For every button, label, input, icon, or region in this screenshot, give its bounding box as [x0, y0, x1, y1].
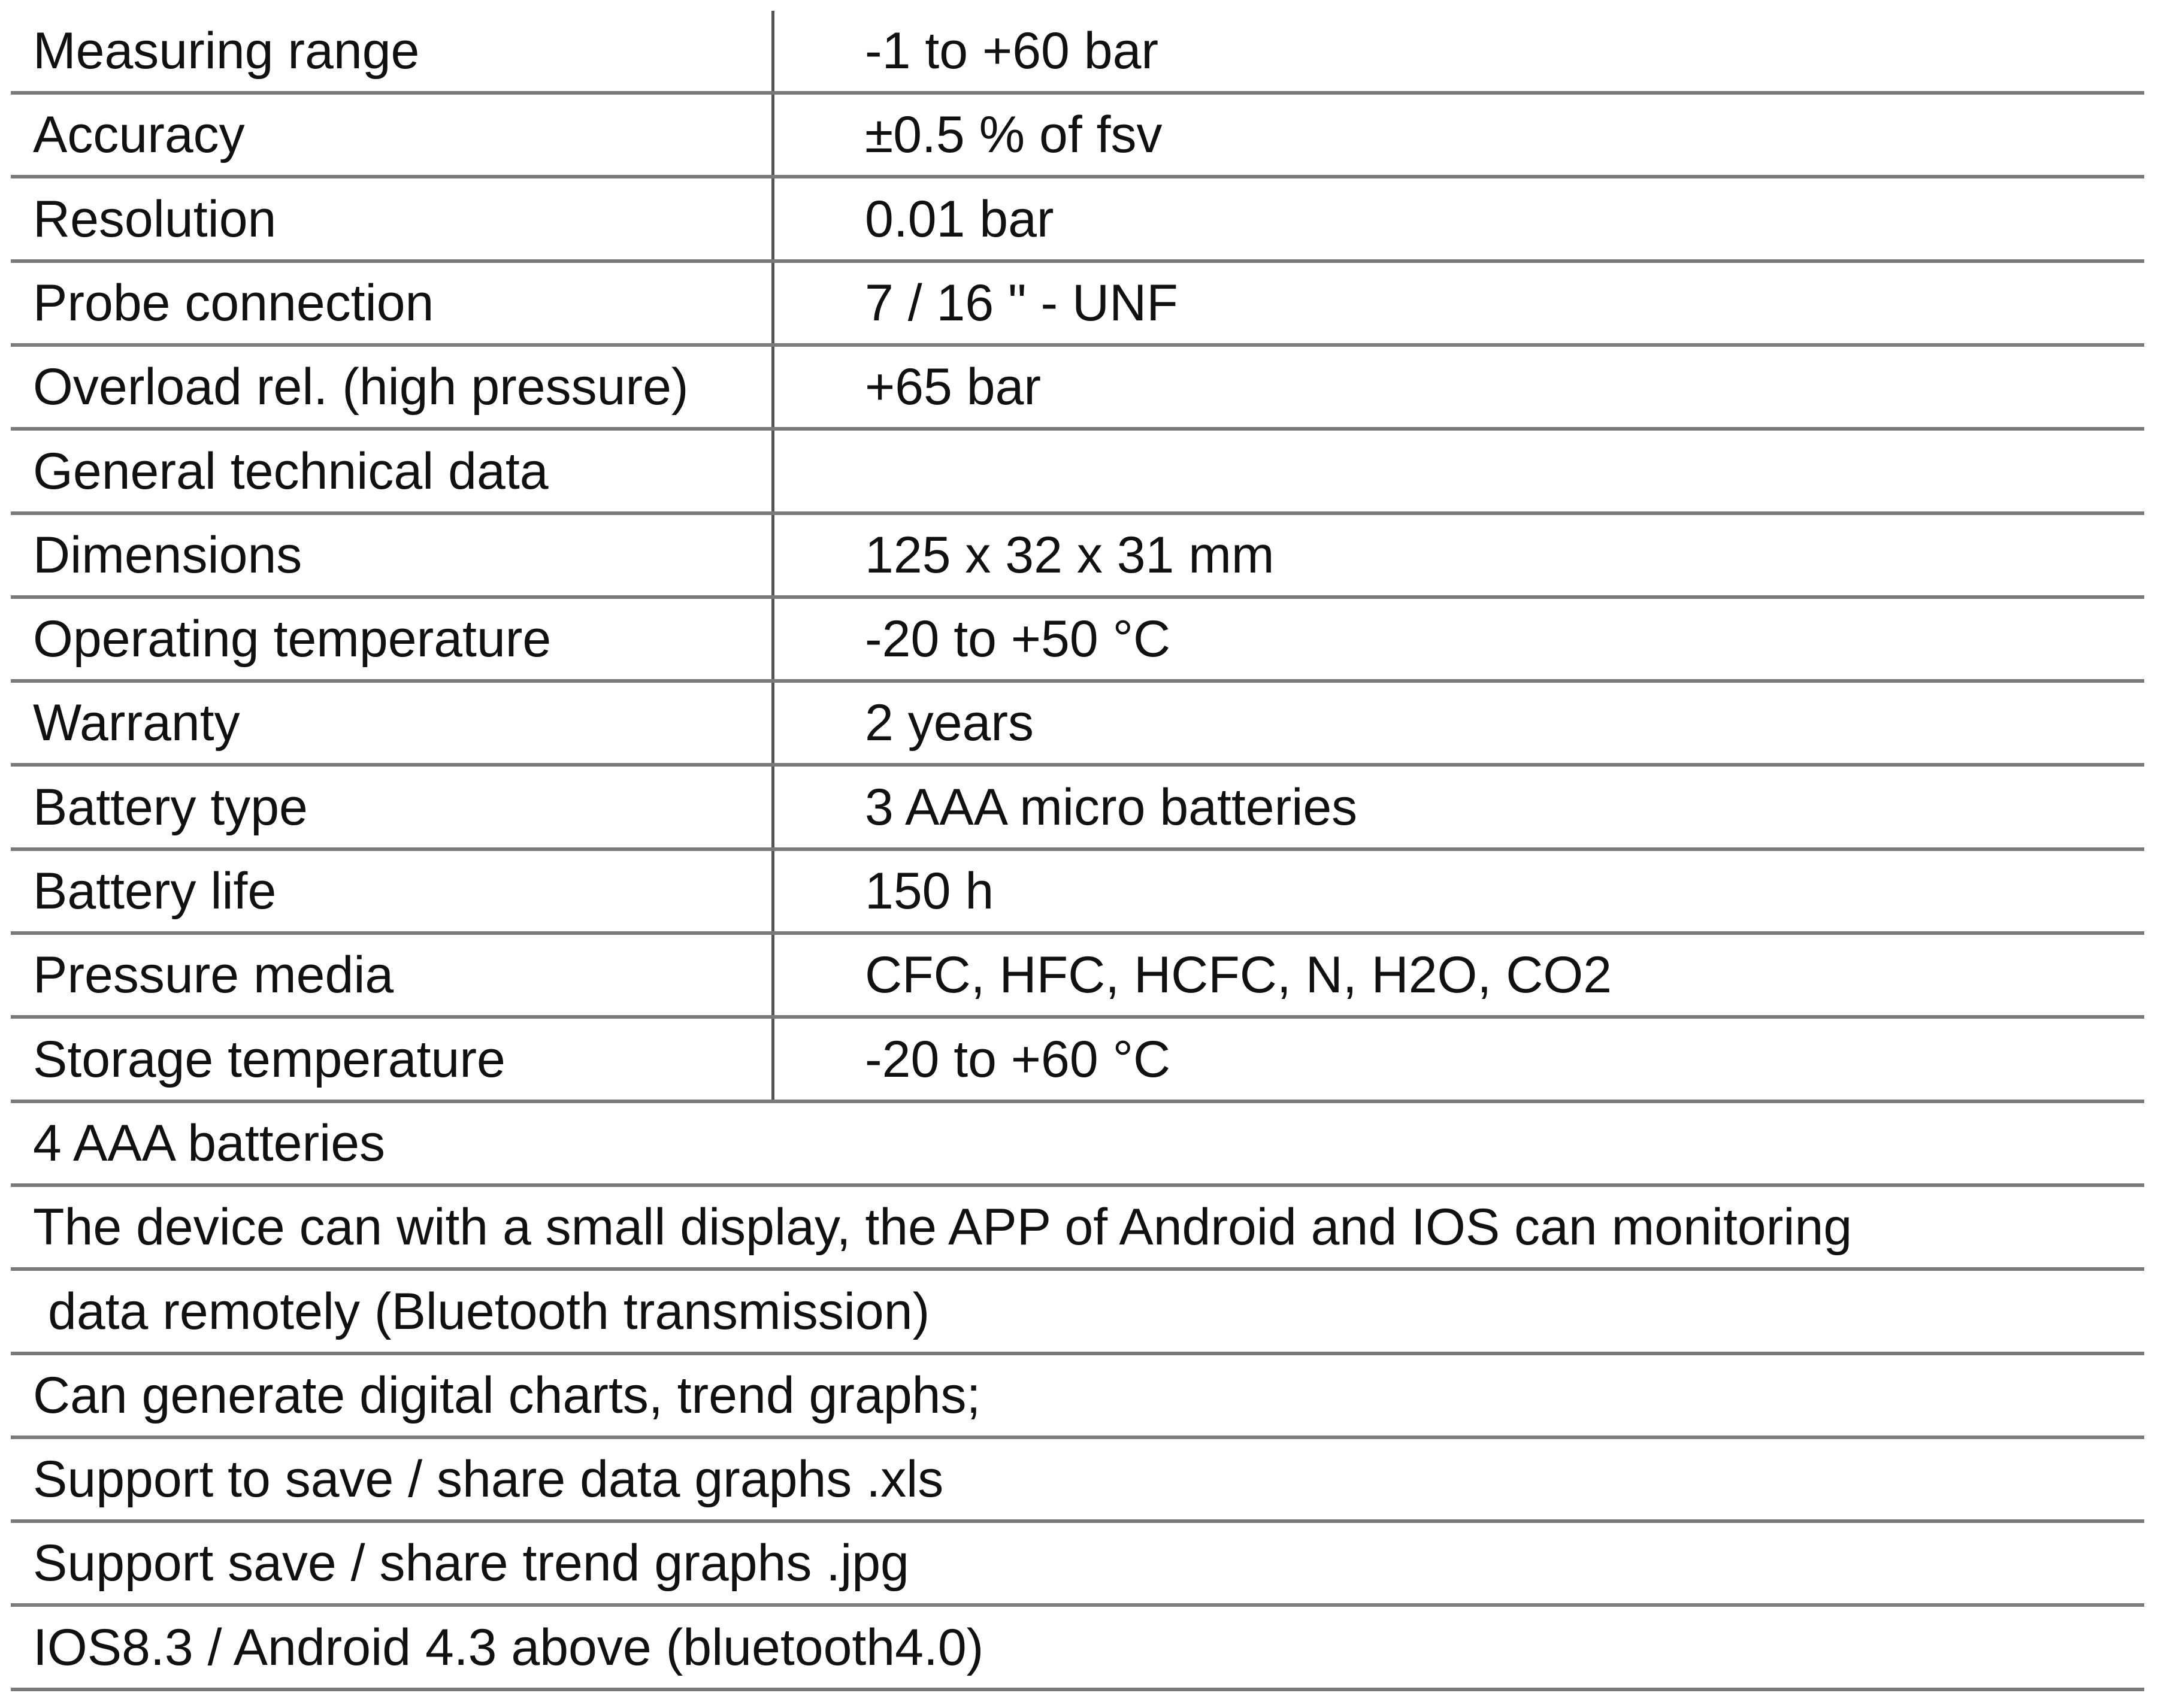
note-text: 4 AAA batteries [33, 1114, 386, 1172]
spec-label: Measuring range [33, 22, 420, 80]
spec-value: 7 / 16 " - UNF [865, 274, 1178, 332]
spec-value: -20 to +50 °C [865, 610, 1171, 668]
spec-value: CFC, HFC, HCFC, N, H2O, CO2 [865, 946, 1612, 1004]
spec-value: +65 bar [865, 358, 1042, 416]
spec-value: 0.01 bar [865, 190, 1054, 248]
spec-row: Battery type 3 AAA micro batteries [11, 767, 2144, 851]
spec-row: Accuracy ±0.5 % of fsv [11, 95, 2144, 179]
spec-value: 2 years [865, 694, 1034, 752]
spec-label: Probe connection [33, 274, 434, 332]
note-row: Support to save / share data graphs .xls [11, 1439, 2144, 1524]
spec-row: Probe connection 7 / 16 " - UNF [11, 263, 2144, 347]
spec-row: Dimensions 125 x 32 x 31 mm [11, 515, 2144, 599]
spec-value: 3 AAA micro batteries [865, 778, 1358, 836]
note-text: Support to save / share data graphs .xls [33, 1450, 944, 1509]
column-divider [771, 11, 774, 1103]
spec-row: General technical data [11, 431, 2144, 515]
spec-label: Accuracy [33, 106, 245, 164]
note-text: IOS8.3 / Android 4.3 above (bluetooth4.0… [33, 1618, 984, 1676]
note-row: 4 AAA batteries [11, 1103, 2144, 1187]
spec-label: Warranty [33, 694, 240, 752]
note-row: The device can with a small display, the… [11, 1187, 2144, 1271]
spec-value: -1 to +60 bar [865, 22, 1159, 80]
note-row: IOS8.3 / Android 4.3 above (bluetooth4.0… [11, 1607, 2144, 1691]
spec-label: Operating temperature [33, 610, 552, 668]
note-row: Support save / share trend graphs .jpg [11, 1523, 2144, 1607]
spec-row: Overload rel. (high pressure) +65 bar [11, 347, 2144, 431]
spec-value: 150 h [865, 862, 994, 920]
spec-label: Resolution [33, 190, 277, 248]
note-text: Can generate digital charts, trend graph… [33, 1366, 981, 1424]
spec-label: General technical data [33, 442, 549, 500]
spec-label: Pressure media [33, 946, 394, 1004]
note-text: data remotely (Bluetooth transmission) [48, 1282, 930, 1340]
spec-label: Overload rel. (high pressure) [33, 358, 689, 416]
spec-row: Resolution 0.01 bar [11, 179, 2144, 263]
spec-label: Battery type [33, 778, 308, 836]
spec-label: Storage temperature [33, 1030, 506, 1088]
spec-row: Storage temperature -20 to +60 °C [11, 1019, 2144, 1103]
spec-value: -20 to +60 °C [865, 1030, 1171, 1088]
spec-row: Operating temperature -20 to +50 °C [11, 599, 2144, 683]
spec-value: 125 x 32 x 31 mm [865, 526, 1275, 584]
spec-row: Pressure media CFC, HFC, HCFC, N, H2O, CO… [11, 935, 2144, 1019]
spec-row: Measuring range -1 to +60 bar [11, 11, 2144, 95]
note-text: Support save / share trend graphs .jpg [33, 1534, 909, 1592]
note-row: data remotely (Bluetooth transmission) [11, 1271, 2144, 1355]
note-row: Can generate digital charts, trend graph… [11, 1355, 2144, 1439]
spec-row: Warranty 2 years [11, 683, 2144, 767]
spec-label: Dimensions [33, 526, 302, 584]
spec-label: Battery life [33, 862, 277, 920]
spec-value: ±0.5 % of fsv [865, 106, 1163, 164]
note-text: The device can with a small display, the… [33, 1198, 1853, 1256]
spec-row: Battery life 150 h [11, 851, 2144, 935]
